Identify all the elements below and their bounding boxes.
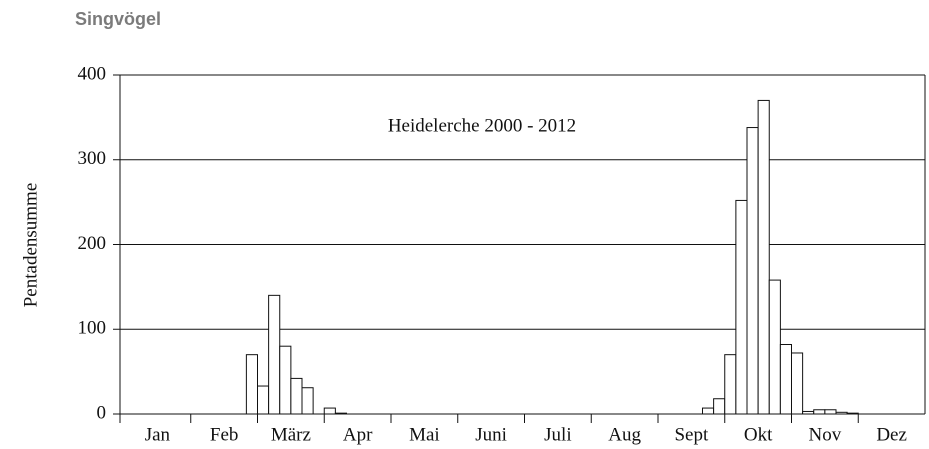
x-tick-label: Mai	[409, 424, 440, 445]
bar	[702, 407, 715, 415]
bar	[757, 99, 770, 415]
x-tick-label: Juni	[475, 424, 507, 445]
y-tick-label: 200	[78, 233, 107, 254]
bar	[779, 344, 792, 415]
y-tick-label: 0	[97, 402, 107, 423]
bar	[835, 411, 848, 415]
x-tick-label: Jan	[145, 424, 171, 445]
bar	[279, 345, 292, 415]
bar	[746, 127, 759, 415]
bar	[735, 199, 748, 415]
annotation: Heidelerche 2000 - 2012	[388, 115, 576, 136]
bar	[713, 398, 726, 415]
bar	[268, 294, 281, 415]
x-tick-label: Nov	[809, 424, 842, 445]
bar	[334, 412, 347, 415]
bar	[724, 354, 737, 415]
x-tick-label: Dez	[876, 424, 907, 445]
x-tick-label: Feb	[210, 424, 239, 445]
x-tick-label: Juli	[544, 424, 571, 445]
x-tick-label: Apr	[343, 424, 373, 445]
bar	[290, 377, 303, 415]
x-tick-label: Sept	[674, 424, 709, 445]
bar	[791, 352, 804, 415]
x-tick-label: März	[271, 424, 311, 445]
bar	[813, 409, 826, 415]
y-axis-label: Pentadensumme	[20, 183, 41, 308]
x-tick-label: Aug	[608, 424, 641, 445]
bar	[245, 354, 258, 415]
y-tick-label: 300	[78, 148, 107, 169]
header-title: Singvögel	[75, 9, 161, 29]
bar	[846, 412, 859, 415]
y-tick-label: 100	[78, 318, 107, 339]
bar	[824, 409, 837, 415]
bar	[257, 385, 270, 415]
bar	[768, 279, 781, 415]
x-tick-label: Okt	[744, 424, 773, 445]
bar	[301, 387, 314, 415]
bar	[323, 407, 336, 415]
bar	[802, 410, 815, 415]
y-tick-label: 400	[78, 63, 107, 84]
